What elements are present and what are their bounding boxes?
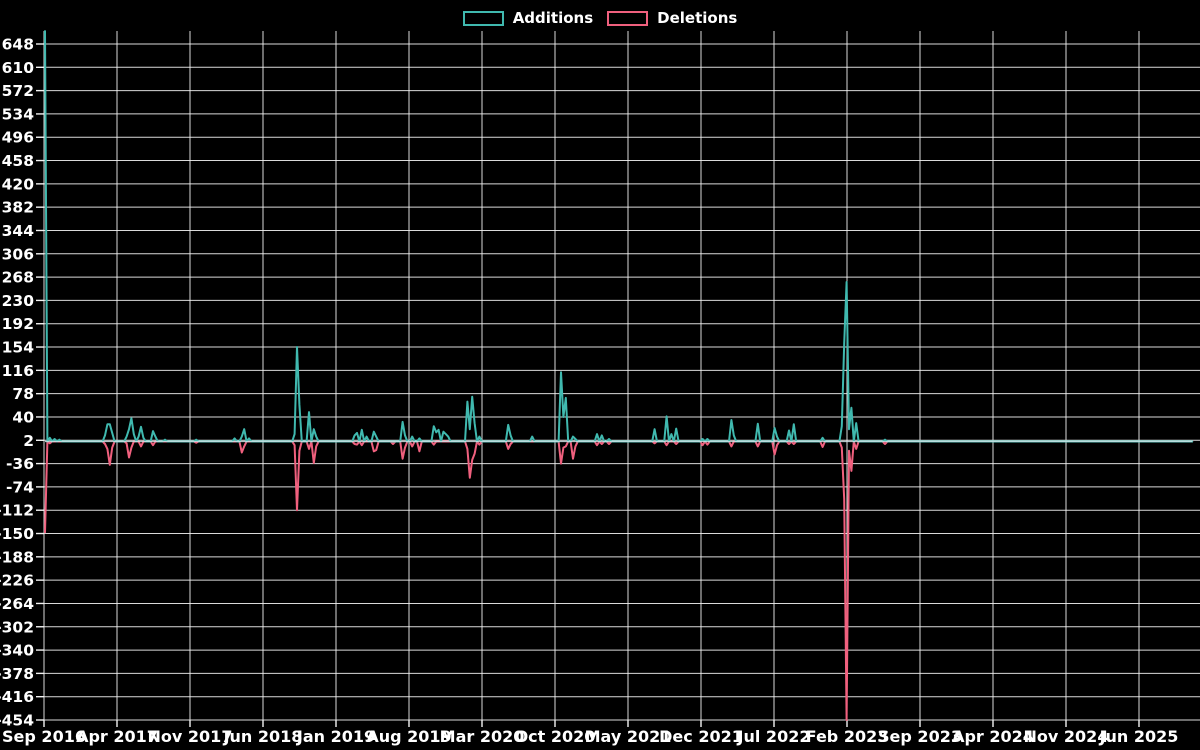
y-tick-label: 458: [2, 152, 34, 170]
y-tick-label: -74: [6, 478, 34, 496]
additions-series-line: [44, 30, 1194, 443]
y-tick-label: 116: [2, 362, 34, 380]
y-tick-label: -188: [0, 548, 34, 566]
x-tick-label: Jul 2022: [737, 727, 811, 746]
y-tick-label: 268: [2, 269, 34, 287]
y-tick-label: 306: [2, 245, 34, 263]
y-tick-label: -378: [0, 665, 34, 683]
additions-legend-swatch: [462, 10, 504, 26]
y-tick-label: 230: [2, 292, 35, 310]
y-tick-label: -340: [0, 642, 34, 660]
x-tick-label: Aug 2019: [366, 727, 451, 746]
y-tick-label: 382: [2, 199, 34, 217]
y-tick-label: 610: [2, 59, 35, 77]
y-tick-label: -36: [6, 455, 34, 473]
y-tick-label: 534: [2, 105, 35, 123]
y-tick-label: 572: [2, 82, 34, 100]
x-tick-label: Nov 2017: [148, 727, 233, 746]
y-tick-label: -112: [0, 502, 34, 520]
x-tick-label: May 2021: [585, 727, 672, 746]
x-tick-label: Feb 2023: [806, 727, 889, 746]
x-tick-label: Jun 2025: [1099, 727, 1179, 746]
y-tick-label: -150: [0, 525, 34, 543]
x-tick-label: Dec 2021: [659, 727, 743, 746]
y-tick-label: 496: [2, 129, 34, 147]
y-tick-label: 40: [12, 408, 34, 426]
x-tick-label: Sep 2023: [878, 727, 962, 746]
x-tick-label: Jan 2019: [296, 727, 375, 746]
y-tick-label: 2: [23, 432, 34, 450]
additions-legend-label: Additions: [512, 9, 594, 27]
y-tick-label: 420: [2, 175, 35, 193]
y-tick-label: -302: [0, 618, 34, 636]
y-tick-label: -264: [0, 595, 34, 613]
y-tick-label: 154: [2, 339, 35, 357]
x-tick-label: Nov 2024: [1024, 727, 1109, 746]
y-tick-label: 192: [2, 315, 34, 333]
y-tick-label: 344: [2, 222, 35, 240]
y-tick-label: -416: [0, 688, 34, 706]
y-tick-label: 78: [12, 385, 34, 403]
x-tick-label: Mar 2020: [440, 727, 525, 746]
y-tick-label: -226: [0, 572, 34, 590]
deletions-legend-label: Deletions: [657, 9, 738, 27]
chart-legend: Additions Deletions: [0, 8, 1200, 28]
x-tick-label: Jun 2018: [223, 727, 303, 746]
y-tick-label: -454: [0, 712, 34, 730]
deletions-series-line: [44, 440, 1194, 721]
x-tick-label: Sep 2016: [2, 727, 86, 746]
y-tick-label: 648: [2, 36, 34, 54]
deletions-legend-swatch: [607, 10, 649, 26]
x-tick-label: Oct 2020: [515, 727, 596, 746]
x-tick-label: Apr 2017: [76, 727, 158, 746]
x-tick-label: Apr 2024: [952, 727, 1034, 746]
